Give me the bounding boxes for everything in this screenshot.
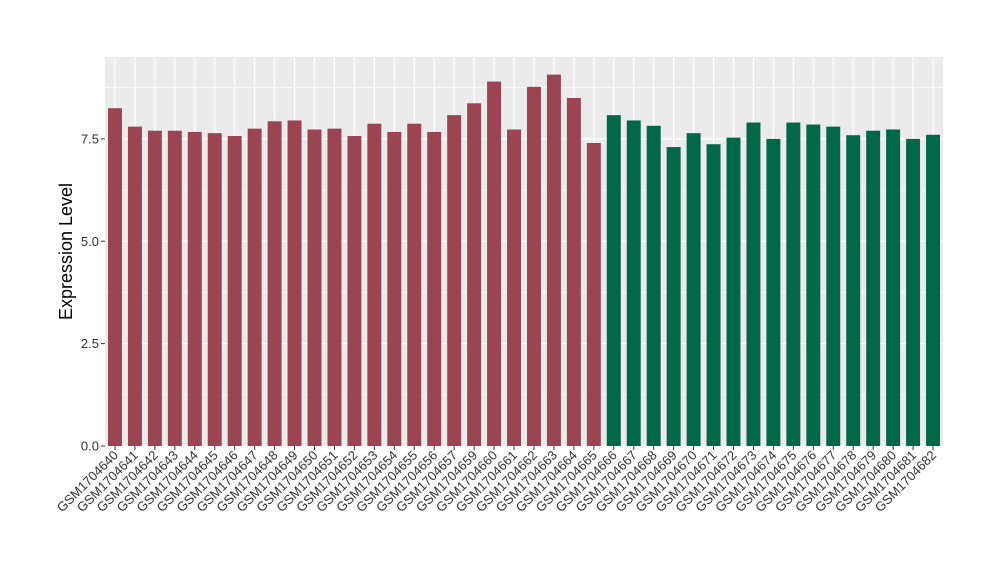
bar-GSM1704649 (287, 120, 302, 447)
bar-GSM1704681 (906, 138, 921, 447)
bar-GSM1704646 (227, 136, 242, 446)
y-tick-label: 2.5 (81, 336, 99, 351)
bar-GSM1704651 (327, 128, 342, 446)
y-tick-label: 0.0 (81, 439, 99, 454)
y-tick-label: 5.0 (81, 234, 99, 249)
bar-GSM1704655 (407, 123, 422, 447)
bar-GSM1704661 (507, 129, 522, 446)
bar-GSM1704652 (347, 136, 362, 446)
y-tick-label: 7.5 (81, 131, 99, 146)
bar-GSM1704666 (606, 115, 621, 446)
plot-panel (105, 57, 943, 446)
bar-GSM1704660 (487, 81, 502, 446)
bar-GSM1704667 (626, 120, 641, 447)
bar-GSM1704669 (666, 147, 681, 446)
bar-GSM1704678 (846, 135, 861, 446)
bar-GSM1704672 (726, 137, 741, 446)
bar-GSM1704656 (427, 131, 442, 446)
bar-GSM1704654 (387, 131, 402, 446)
bars (107, 74, 941, 447)
bar-GSM1704642 (147, 130, 162, 446)
bar-GSM1704671 (706, 144, 721, 446)
bar-GSM1704682 (926, 134, 941, 447)
bar-GSM1704665 (586, 142, 601, 446)
bar-GSM1704640 (107, 108, 122, 447)
bar-GSM1704676 (806, 124, 821, 446)
bar-GSM1704664 (566, 97, 581, 447)
bar-GSM1704677 (826, 126, 841, 446)
y-axis-title: Expression Level (56, 183, 76, 320)
bar-GSM1704668 (646, 125, 661, 447)
x-axis: GSM1704640GSM1704641GSM1704642GSM1704643… (54, 446, 939, 515)
y-axis: 0.0 2.5 5.0 7.5 (81, 131, 105, 454)
bar-GSM1704653 (367, 123, 382, 447)
bar-GSM1704657 (447, 115, 462, 446)
bar-GSM1704644 (187, 131, 202, 446)
bar-GSM1704647 (247, 128, 262, 446)
bar-GSM1704645 (207, 133, 222, 446)
bar-GSM1704663 (546, 74, 561, 447)
bar-GSM1704659 (467, 103, 482, 447)
bar-GSM1704650 (307, 129, 322, 446)
bar-GSM1704679 (866, 130, 881, 446)
bar-GSM1704670 (686, 133, 701, 446)
bar-GSM1704648 (267, 121, 282, 447)
bar-GSM1704674 (766, 138, 781, 447)
bar-GSM1704675 (786, 122, 801, 446)
bar-GSM1704680 (886, 129, 901, 446)
bar-GSM1704673 (746, 122, 761, 446)
bar-GSM1704662 (526, 86, 541, 447)
bar-GSM1704641 (127, 126, 142, 446)
bar-GSM1704643 (167, 130, 182, 446)
